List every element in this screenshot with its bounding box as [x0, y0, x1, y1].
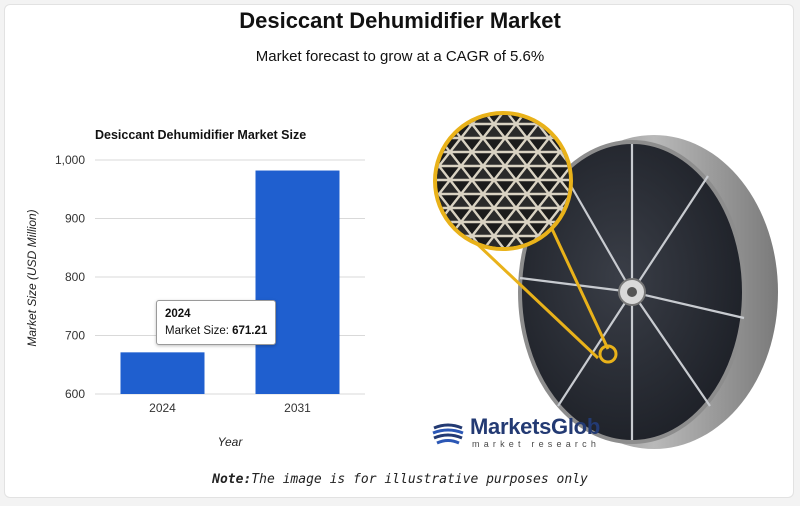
honeycomb-cell: [458, 122, 486, 140]
y-axis-title: Market Size (USD Million): [25, 209, 39, 346]
tooltip-value: 671.21: [232, 324, 268, 337]
honeycomb-cell: [524, 150, 552, 168]
honeycomb-cell: [447, 192, 475, 210]
honeycomb-cell: [480, 122, 508, 140]
honeycomb-cell: [447, 136, 475, 154]
honeycomb-cell: [480, 178, 508, 196]
honeycomb-cell: [480, 150, 508, 168]
honeycomb-cell: [502, 150, 530, 168]
tooltip-year: 2024: [165, 308, 191, 320]
honeycomb-cell: [513, 164, 541, 182]
honeycomb-cell: [428, 250, 450, 264]
honeycomb-cell: [593, 124, 615, 138]
page-subtitle: Market forecast to grow at a CAGR of 5.6…: [255, 48, 545, 65]
chart-title: Desiccant Dehumidifier Market Size: [95, 128, 306, 142]
honeycomb-cell: [480, 206, 508, 224]
bar-2031[interactable]: [255, 170, 340, 394]
tooltip-body: Market Size: 671.21: [165, 323, 267, 340]
honeycomb-cell: [524, 206, 552, 224]
honeycomb-cell: [557, 164, 569, 182]
honeycomb-cell: [557, 115, 569, 126]
note-text: The image is for illustrative purposes o…: [251, 472, 588, 487]
honeycomb-cell: [469, 220, 497, 238]
note-label: Note:: [212, 472, 252, 487]
tooltip-label: Market Size:: [165, 324, 229, 337]
honeycomb-cell: [437, 220, 453, 238]
honeycomb-cell: [535, 164, 563, 182]
bar-2024[interactable]: [120, 352, 205, 394]
chart-tooltip: 2024 Market Size: 671.21: [156, 300, 277, 346]
honeycomb-cell: [502, 122, 530, 140]
x-axis-title: Year: [218, 435, 244, 449]
honeycomb-cell: [535, 192, 563, 210]
callout-lines: [472, 215, 618, 364]
honeycomb-cell: [447, 164, 475, 182]
x-tick-label: 2024: [149, 401, 176, 415]
honeycomb-cell: [437, 178, 464, 196]
brand-tagline: market research: [472, 439, 601, 449]
honeycomb-cell: [437, 115, 453, 126]
bar-chart: Desiccant Dehumidifier Market Size 600 70…: [25, 128, 365, 449]
honeycomb-cell: [524, 122, 552, 140]
page-title: Desiccant Dehumidifier Market: [239, 8, 561, 33]
honeycomb-cell: [535, 115, 563, 126]
honeycomb-cell: [491, 220, 519, 238]
honeycomb-cell: [546, 178, 569, 196]
wheel-spokes: [519, 144, 745, 440]
honeycomb-cell: [437, 150, 464, 168]
honeycomb-cell: [524, 178, 552, 196]
honeycomb-cell: [502, 178, 530, 196]
honeycomb-cell: [491, 136, 519, 154]
x-tick-label: 2031: [284, 401, 311, 415]
honeycomb-cell: [513, 136, 541, 154]
honeycomb-cell: [568, 122, 569, 140]
brand-logo-icon: [432, 418, 464, 448]
honeycomb-cell: [513, 192, 541, 210]
brand-name: MarketsGlob: [470, 414, 600, 439]
brand-block: MarketsGlob market research: [430, 414, 670, 454]
honeycomb-cell: [458, 206, 486, 224]
honeycomb-cell: [582, 110, 604, 124]
y-tick-label: 800: [65, 270, 85, 284]
honeycomb-cell: [437, 164, 453, 182]
honeycomb-cell: [535, 136, 563, 154]
honeycomb-cell: [491, 115, 519, 126]
honeycomb-cell: [458, 178, 486, 196]
y-tick-label: 1,000: [55, 153, 85, 167]
y-tick-label: 900: [65, 212, 85, 226]
honeycomb-cell: [469, 164, 497, 182]
honeycomb-cell: [502, 206, 530, 224]
honeycomb-cell: [469, 136, 497, 154]
honeycomb-cell: [491, 164, 519, 182]
desiccant-wheel-image: [428, 110, 778, 449]
honeycomb-cell: [513, 220, 541, 238]
honeycomb-cell: [437, 234, 464, 247]
wheel-hub-center: [627, 287, 637, 297]
y-tick-label: 600: [65, 387, 85, 401]
honeycomb-cell: [491, 192, 519, 210]
honeycomb-cell: [469, 192, 497, 210]
footer-note: Note:The image is for illustrative purpo…: [0, 472, 800, 487]
honeycomb-cell: [458, 150, 486, 168]
honeycomb-cell: [450, 250, 472, 264]
y-tick-label: 700: [65, 329, 85, 343]
